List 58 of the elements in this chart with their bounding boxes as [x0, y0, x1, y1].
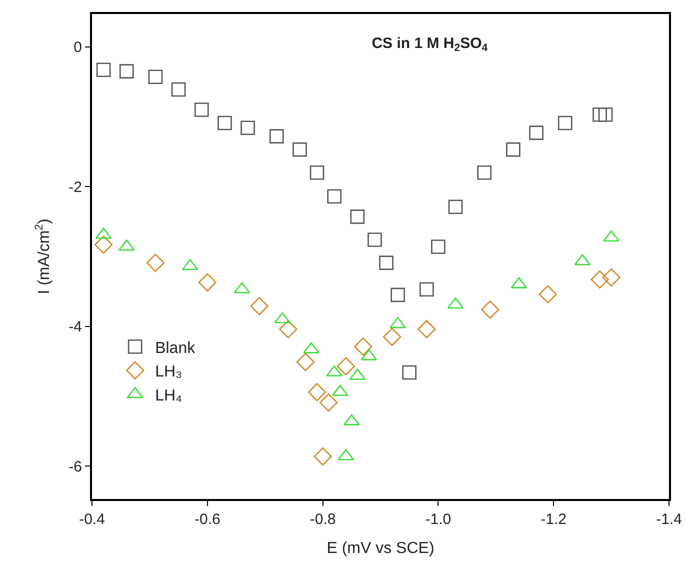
point: [292, 142, 307, 157]
point: [558, 116, 572, 130]
point: [402, 365, 416, 380]
point: [250, 297, 268, 316]
x-tick-label: -0.6: [194, 511, 220, 528]
point: [94, 236, 113, 254]
point: [590, 270, 609, 289]
point: [198, 273, 216, 292]
point: [336, 357, 355, 376]
point: [418, 320, 436, 338]
x-axis-title: E (mV vs SCE): [326, 540, 434, 558]
text: CS in 1 M H$_{2}$SO$_{4}$: [372, 35, 488, 54]
point: [368, 232, 382, 247]
point: [420, 282, 434, 296]
point: [146, 254, 165, 272]
point: [240, 120, 255, 136]
point: [598, 107, 613, 122]
point: [506, 142, 520, 157]
point: [379, 256, 394, 270]
x-tick-label: -1.2: [540, 511, 567, 528]
point: [592, 107, 607, 122]
y-tick-label: -4: [68, 318, 82, 336]
legend-label: Blank: [155, 340, 196, 357]
point: [382, 328, 402, 346]
point: [96, 62, 111, 78]
point: [119, 64, 134, 78]
point: [148, 70, 163, 84]
point: [314, 447, 332, 466]
x-tick-label: -0.8: [310, 511, 336, 528]
point: [538, 285, 557, 304]
point: [308, 382, 326, 402]
point: [350, 210, 365, 224]
y-tick-label: -2: [68, 178, 82, 196]
point: [171, 82, 186, 97]
point: [218, 116, 232, 130]
point: [481, 300, 500, 319]
point: [477, 165, 492, 180]
point: [319, 393, 338, 412]
point: [310, 165, 324, 180]
legend-label: LH₄: [155, 387, 182, 404]
x-tick-label: -1.0: [425, 511, 452, 528]
point: [602, 268, 620, 287]
point: [296, 352, 315, 372]
point: [448, 200, 463, 214]
point: [390, 288, 405, 302]
point: [327, 189, 342, 204]
legend-label: LH₃: [155, 364, 182, 381]
x-tick-label: -1.4: [656, 511, 682, 528]
point: [269, 129, 284, 144]
point: [279, 320, 298, 338]
y-tick-label: 0: [74, 39, 82, 56]
point: [194, 102, 209, 117]
x-tick-label: -0.4: [79, 511, 105, 528]
y-tick-label: -6: [68, 458, 82, 476]
point: [354, 338, 372, 356]
point: [431, 240, 446, 254]
point: [529, 126, 544, 140]
point: [603, 230, 620, 242]
